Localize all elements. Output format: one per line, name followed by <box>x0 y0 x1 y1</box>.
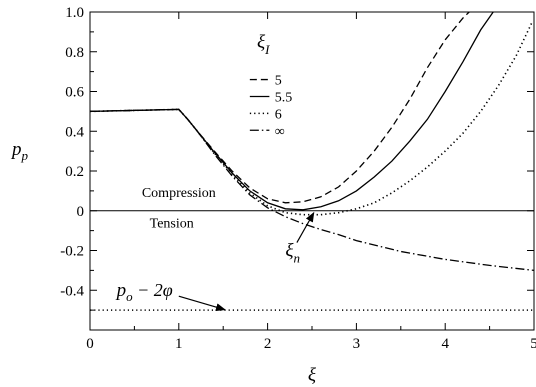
ticks-layer: 0 1 2 3 4 5 -0.4 -0.2 0 0.2 0.4 0.6 0.8 1.0 <box>60 5 536 352</box>
y-axis-label: pp <box>10 139 29 163</box>
x-tick-label: 4 <box>441 336 449 352</box>
y-tick-label: -0.2 <box>60 244 84 260</box>
po-sub: o <box>126 289 133 304</box>
y-tick-label: 0 <box>77 204 85 220</box>
compression-label: Compression <box>142 186 216 201</box>
x-tick-label: 1 <box>175 336 183 352</box>
xi-n-label: ξn <box>285 240 300 265</box>
series-layer <box>89 11 535 272</box>
series-line-2 <box>89 11 494 211</box>
y-tick-label: 0.8 <box>65 45 84 61</box>
xi-n-sub: n <box>294 250 301 265</box>
legend-title: ξI <box>257 32 270 57</box>
legend-entry-label: 6 <box>275 107 282 122</box>
legend-entry-label: 5.5 <box>275 90 293 105</box>
y-tick-label: 1.0 <box>65 5 84 21</box>
po-rest: − 2φ <box>133 280 173 300</box>
x-tick-label: 5 <box>530 336 536 352</box>
x-tick-label: 3 <box>353 336 361 352</box>
y-tick-label: 0.2 <box>65 164 84 180</box>
y-tick-label: -0.4 <box>60 283 84 299</box>
y-axis-label-sub: p <box>21 148 29 163</box>
y-tick-label: 0.4 <box>65 124 84 140</box>
legend-title-sub: I <box>264 42 270 57</box>
series-line-4 <box>89 108 535 272</box>
y-axis-label-base: p <box>10 139 22 160</box>
legend-entry-label: ∞ <box>275 124 285 139</box>
xi-n-arrow <box>296 211 315 243</box>
po-arrow <box>178 295 226 312</box>
tension-label: Tension <box>150 217 194 232</box>
x-tick-label: 0 <box>86 336 94 352</box>
y-tick-label: 0.6 <box>65 85 84 101</box>
legend-entry-label: 5 <box>275 74 282 89</box>
po-base: p <box>115 280 127 301</box>
x-tick-label: 2 <box>264 336 272 352</box>
plot-area: 0 1 2 3 4 5 -0.4 -0.2 0 0.2 0.4 0.6 0.8 1.0 <box>60 5 536 352</box>
legend-title-base: ξ <box>257 32 266 53</box>
xi-n-base: ξ <box>285 240 294 261</box>
legend-entries: 55.5 6 ∞ <box>249 74 293 139</box>
series-line-3 <box>89 21 533 216</box>
legend: ξI 55.5 6 ∞ <box>249 32 293 139</box>
x-axis-label: ξ <box>308 365 317 386</box>
po-label: po − 2φ <box>115 280 173 304</box>
series-line-1 <box>89 11 470 204</box>
